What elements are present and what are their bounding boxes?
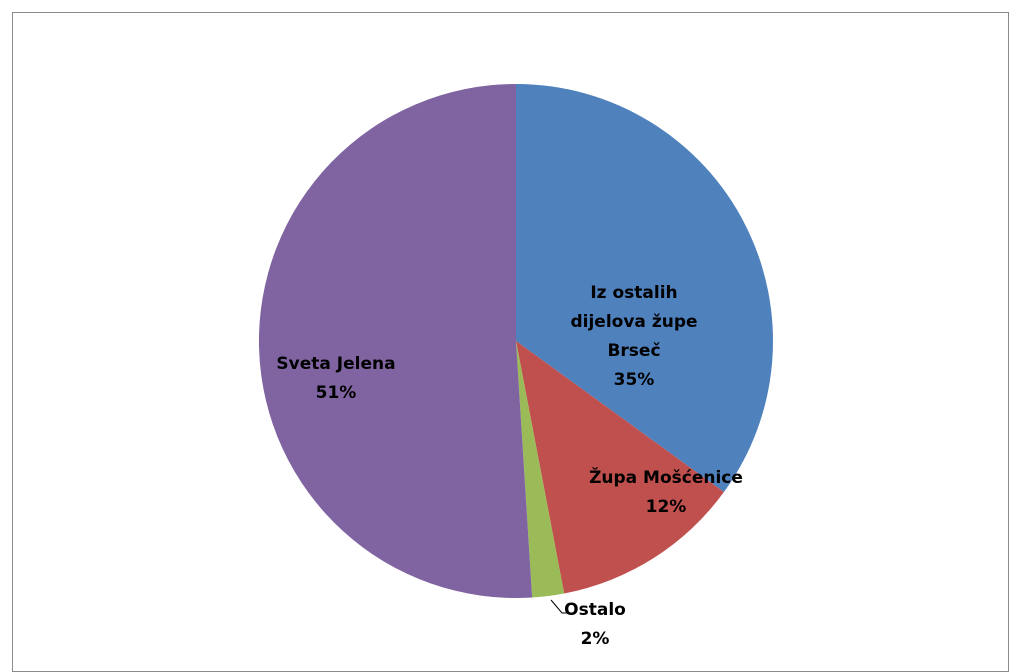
pie-slice-sveta-jelena <box>258 84 533 598</box>
data-label-percent: 51% <box>316 383 357 403</box>
pie-labels: Iz ostalih dijelova župe Brseč 35% Župa Mošć… <box>276 283 743 649</box>
pie-slice-ostalo <box>516 341 565 598</box>
data-label: Ostalo 2% <box>564 600 626 649</box>
data-label-category: Sveta Jelena <box>276 354 395 374</box>
data-label-category: Ostalo <box>564 600 626 620</box>
data-label-category: dijelova župe <box>570 312 697 332</box>
pie-slice-iz-ostalih-dijelova-upe-brse <box>516 84 774 493</box>
data-label-category: Župa Mošćenice <box>589 466 743 488</box>
data-label-category: Brseč <box>607 341 660 361</box>
data-label: Sveta Jelena 51% <box>276 354 395 403</box>
data-label-percent: 12% <box>646 497 687 517</box>
data-label-category: Iz ostalih <box>590 283 677 303</box>
pie-slices <box>258 84 774 598</box>
data-label-percent: 35% <box>614 370 655 390</box>
data-label: Iz ostalih dijelova župe Brseč 35% <box>570 283 697 390</box>
data-label: Župa Mošćenice 12% <box>589 466 743 517</box>
pie-slice-upa-mo-enice <box>516 341 724 594</box>
leader-line <box>550 599 574 614</box>
data-label-percent: 2% <box>581 629 610 649</box>
